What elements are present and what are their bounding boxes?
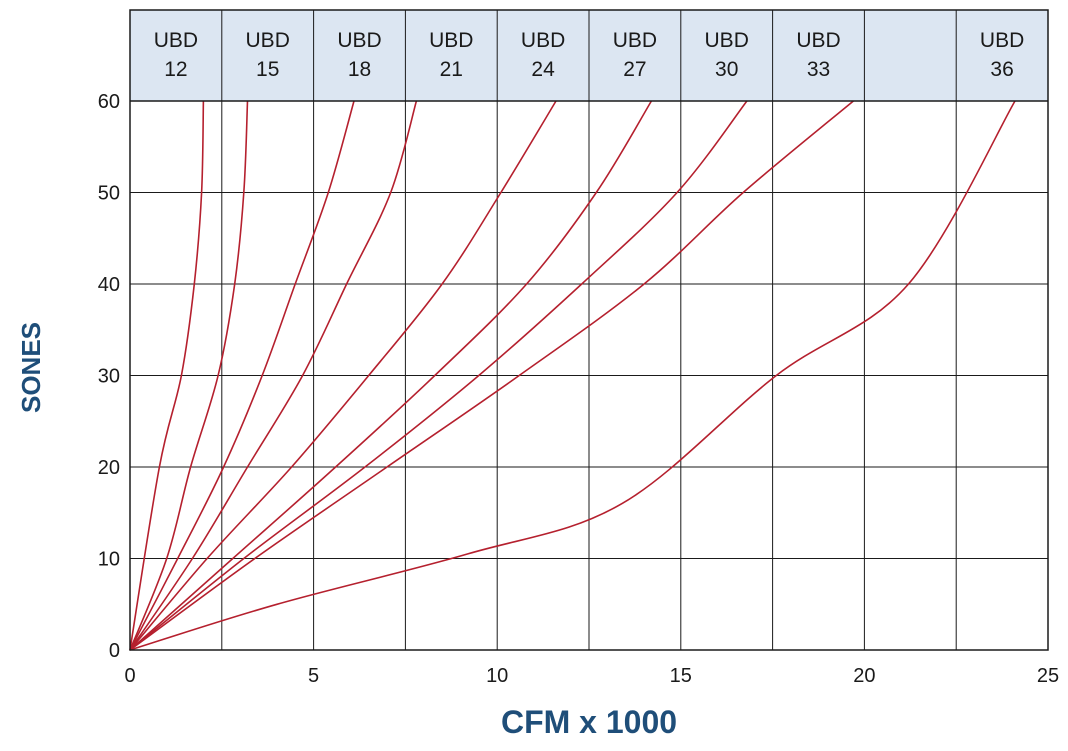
plot-frame — [129, 9, 1049, 651]
header-label-model: UBD — [246, 29, 290, 52]
series-line-ubd-21 — [129, 100, 418, 651]
header-label-model: UBD — [429, 29, 473, 52]
header-label-model: UBD — [521, 29, 565, 52]
y-axis-label: SONES — [16, 322, 46, 413]
header-label-model: UBD — [154, 29, 198, 52]
y-tick-label: 20 — [98, 457, 120, 479]
header-label-size: 24 — [531, 58, 555, 81]
series-line-ubd-15 — [129, 100, 249, 651]
header-label-model: UBD — [980, 29, 1024, 52]
series-line-ubd-12 — [129, 100, 205, 651]
x-tick-label: 10 — [486, 665, 508, 687]
series-line-ubd-30 — [129, 100, 748, 651]
series-line-ubd-24 — [129, 100, 557, 651]
series-line-ubd-18 — [129, 100, 355, 651]
x-axis-label: CFM x 1000 — [501, 704, 677, 740]
y-tick-label: 40 — [98, 274, 120, 296]
header-label-size: 12 — [164, 58, 187, 81]
x-tick-label: 5 — [308, 665, 319, 687]
tick-labels: 0 5 10 15 20 25 0 10 20 30 40 50 60 — [98, 91, 1059, 687]
series-line-ubd-36 — [129, 100, 1016, 651]
x-tick-label: 15 — [670, 665, 692, 687]
header-label-size: 15 — [256, 58, 279, 81]
header-label-size: 36 — [990, 58, 1013, 81]
y-tick-label: 60 — [98, 91, 120, 113]
y-tick-label: 50 — [98, 183, 120, 205]
y-tick-label: 0 — [109, 640, 120, 662]
plot-border — [129, 9, 1049, 651]
header-label-size: 33 — [807, 58, 830, 81]
header-label-size: 21 — [440, 58, 463, 81]
grid-lines — [130, 10, 1048, 650]
header-label-size: 30 — [715, 58, 738, 81]
x-tick-label: 20 — [853, 665, 875, 687]
header-label-model: UBD — [337, 29, 381, 52]
x-tick-label: 25 — [1037, 665, 1059, 687]
x-tick-label: 0 — [124, 665, 135, 687]
header-label-size: 18 — [348, 58, 371, 81]
series-line-ubd-33 — [129, 100, 854, 651]
y-tick-label: 30 — [98, 366, 120, 388]
series-line-ubd-27 — [129, 100, 653, 651]
header-label-model: UBD — [705, 29, 749, 52]
y-tick-label: 10 — [98, 549, 120, 571]
series-lines — [129, 100, 1016, 651]
header-label-size: 27 — [623, 58, 646, 81]
header-label-model: UBD — [796, 29, 840, 52]
header-label-model: UBD — [613, 29, 657, 52]
